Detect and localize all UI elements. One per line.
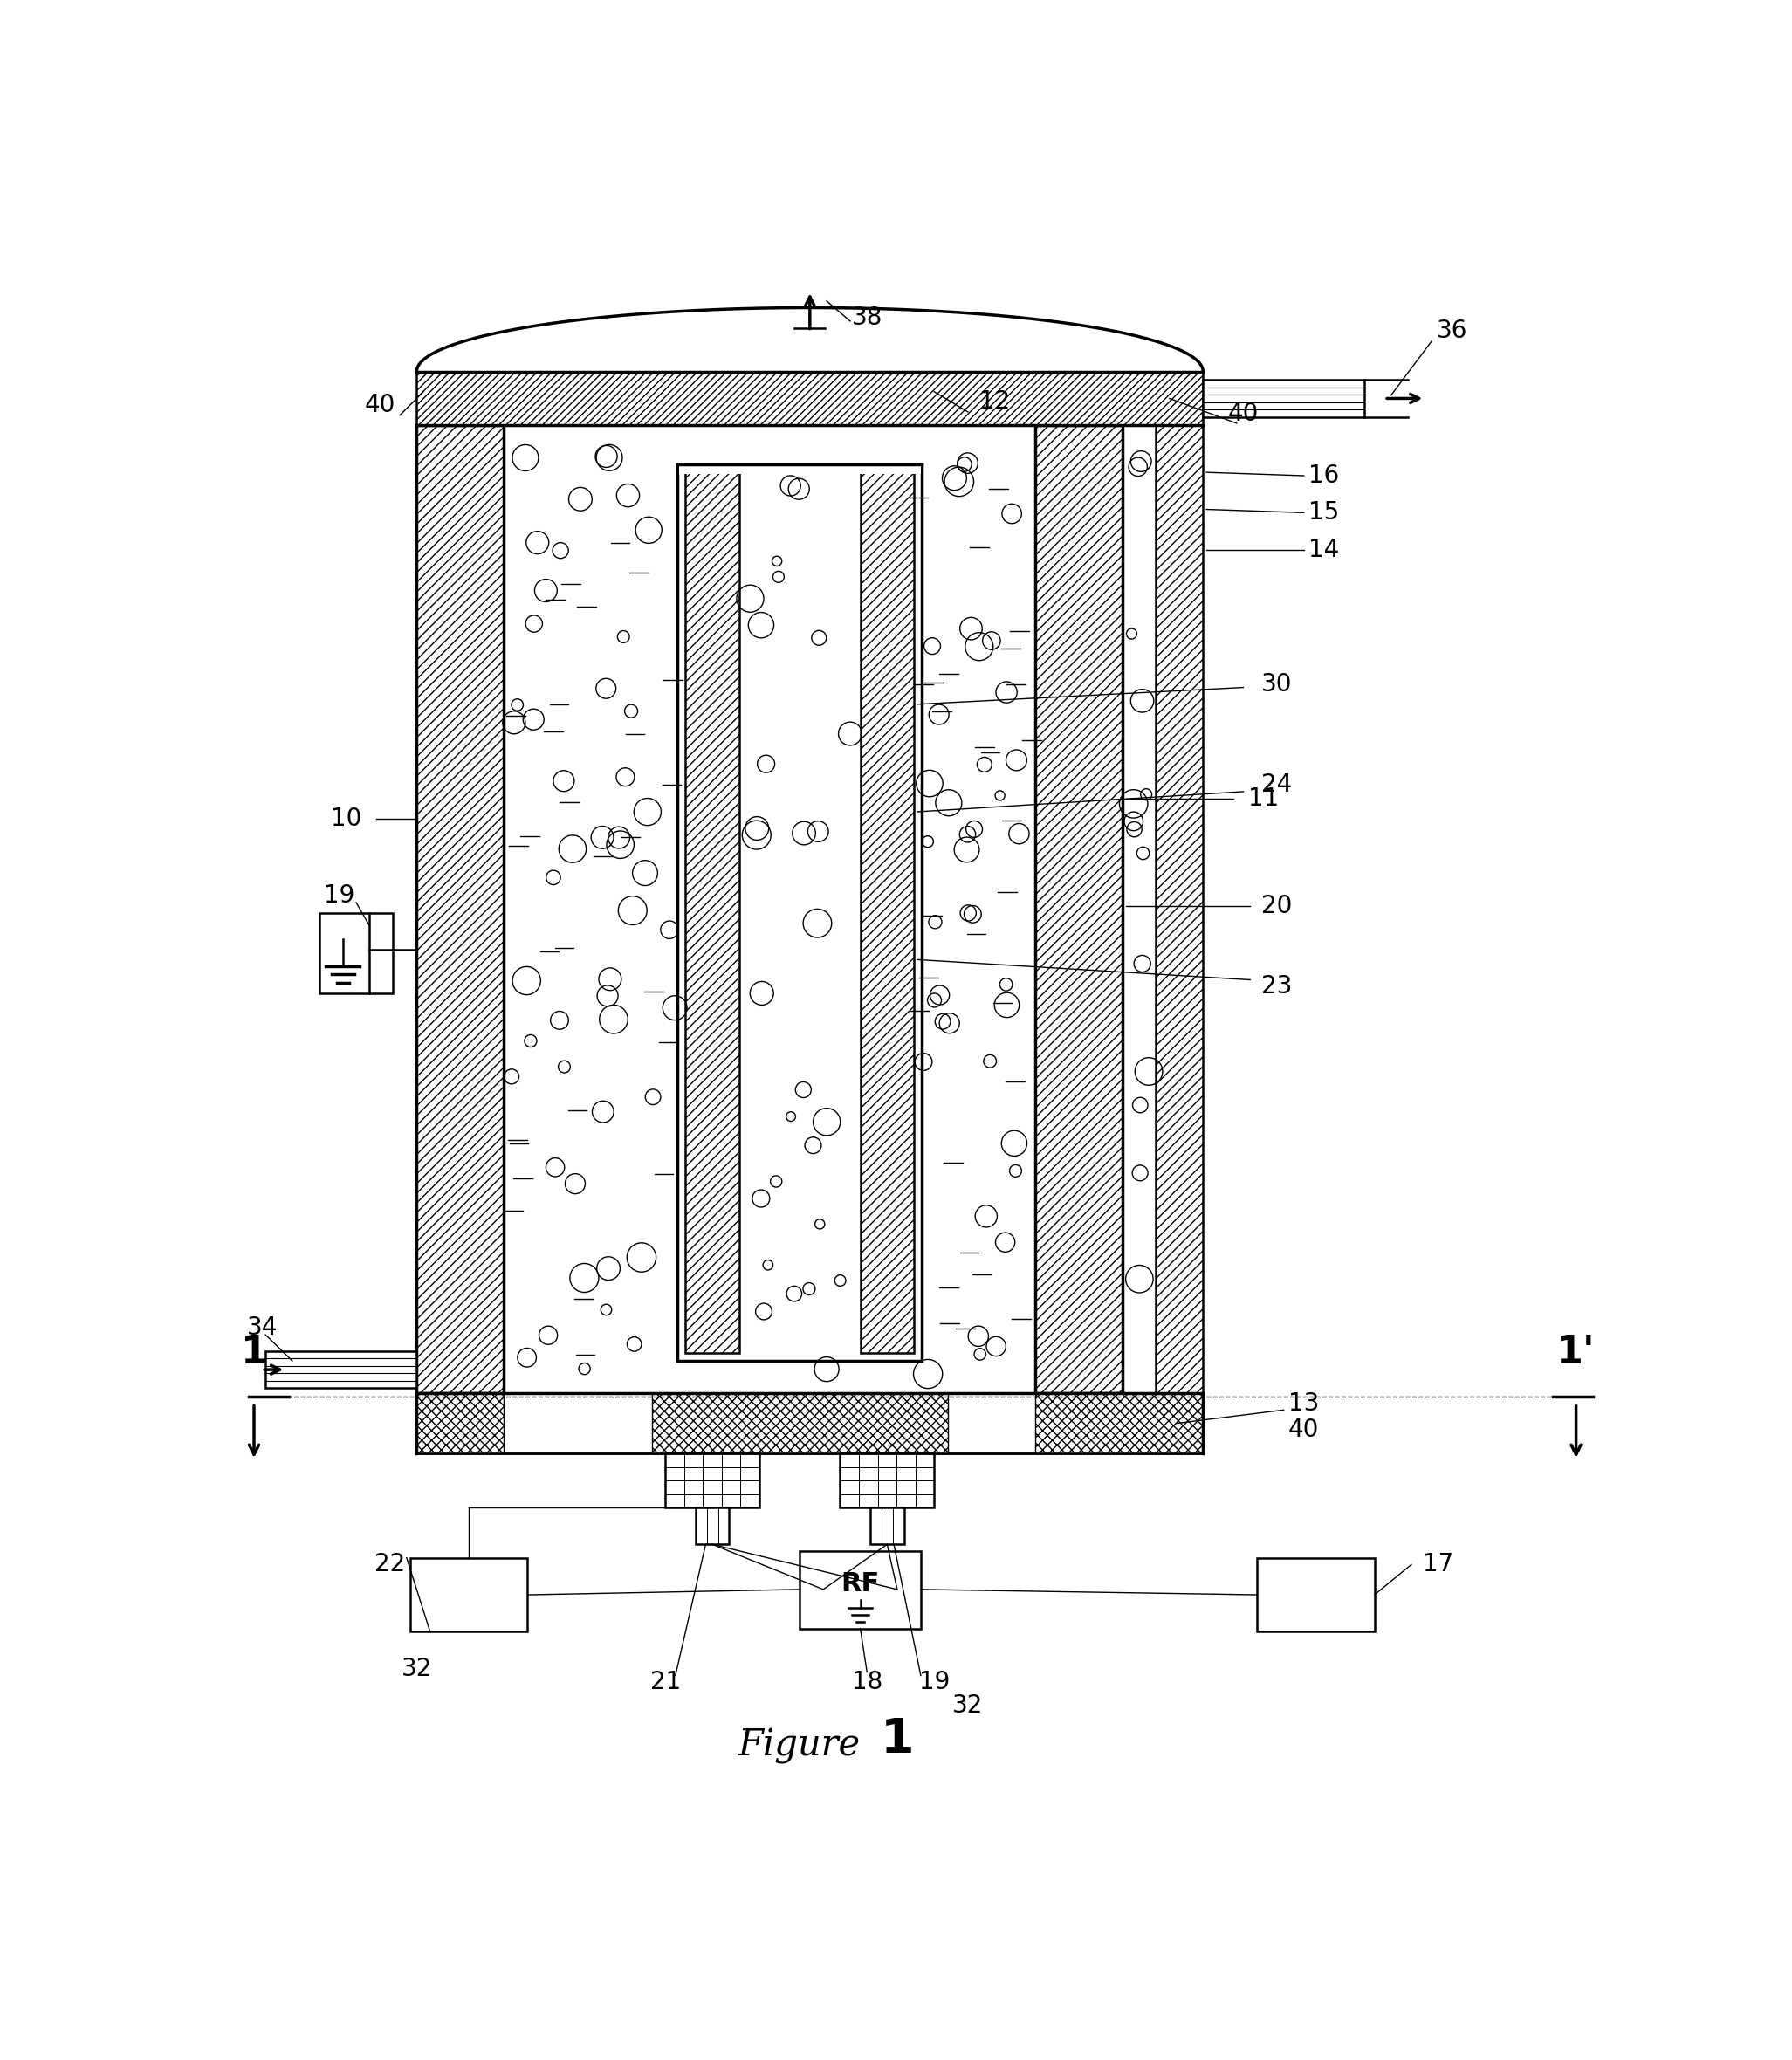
Text: 23: 23 — [1262, 974, 1292, 999]
Text: 22: 22 — [375, 1553, 405, 1576]
Text: 32: 32 — [952, 1693, 984, 1718]
Text: 19: 19 — [324, 884, 355, 908]
Bar — [860, 472, 914, 1353]
Bar — [418, 1393, 504, 1454]
Text: 19: 19 — [919, 1671, 950, 1695]
Bar — [410, 1557, 527, 1632]
Text: 12: 12 — [978, 389, 1011, 414]
Bar — [1036, 424, 1122, 1393]
Bar — [418, 371, 1202, 424]
Text: Figure: Figure — [738, 1728, 860, 1763]
Bar — [1256, 1557, 1374, 1632]
Text: 16: 16 — [1308, 464, 1339, 488]
Text: RF: RF — [840, 1572, 880, 1596]
Text: 10: 10 — [332, 805, 362, 830]
Text: 1': 1' — [1557, 1335, 1595, 1372]
Bar — [695, 1508, 729, 1545]
Bar — [686, 472, 740, 1353]
Text: 11: 11 — [1249, 787, 1279, 810]
Text: 40: 40 — [1228, 402, 1258, 426]
Bar — [799, 1551, 921, 1627]
Bar — [418, 424, 504, 1393]
Bar — [840, 1454, 934, 1508]
Bar — [319, 913, 392, 993]
Text: 40: 40 — [1288, 1417, 1319, 1442]
Text: 17: 17 — [1423, 1553, 1453, 1576]
Text: 38: 38 — [851, 305, 882, 330]
Text: 21: 21 — [650, 1671, 681, 1695]
Text: 30: 30 — [1262, 672, 1292, 696]
Bar — [1156, 424, 1202, 1393]
Bar — [1202, 379, 1364, 416]
Text: 13: 13 — [1288, 1390, 1319, 1415]
Bar — [871, 1508, 903, 1545]
Text: 32: 32 — [401, 1656, 432, 1681]
Bar — [677, 464, 923, 1362]
Bar — [652, 1393, 948, 1454]
Text: 15: 15 — [1308, 501, 1339, 525]
Bar — [418, 1393, 1202, 1454]
Text: 14: 14 — [1308, 538, 1339, 562]
Text: 34: 34 — [247, 1316, 278, 1341]
Text: 18: 18 — [851, 1671, 882, 1695]
Bar — [665, 1454, 760, 1508]
Text: 20: 20 — [1262, 894, 1292, 919]
Text: 36: 36 — [1435, 319, 1468, 344]
Text: 1: 1 — [240, 1335, 267, 1372]
Text: 40: 40 — [364, 393, 396, 418]
Bar — [679, 464, 921, 474]
Text: 24: 24 — [1262, 772, 1292, 797]
Text: 1: 1 — [880, 1716, 914, 1763]
Bar — [265, 1351, 418, 1388]
Bar — [1036, 1393, 1202, 1454]
